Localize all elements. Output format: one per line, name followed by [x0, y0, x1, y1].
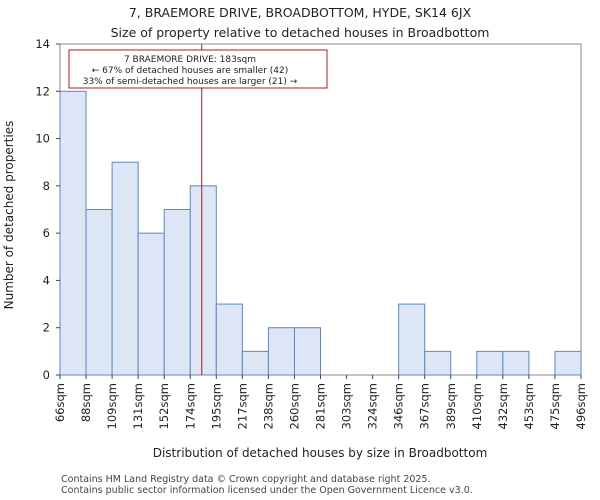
axis-ticks: 0 2 4 6 8 10 12 14 66sqm 88sqm 109sqm 131sqm 152sqm 1… — [35, 37, 588, 429]
bar-66sqm — [59, 90, 87, 376]
bar-109sqm — [111, 161, 139, 376]
bar-195sqm — [215, 303, 243, 376]
y-tick-label: 8 — [43, 179, 50, 193]
x-tick-label-109sqm: 109sqm — [105, 383, 119, 429]
x-tick-label-195sqm: 195sqm — [209, 383, 223, 429]
footer-line-1: Contains HM Land Registry data © Crown c… — [61, 474, 431, 485]
bars — [59, 90, 582, 376]
x-tick-label-66sqm: 66sqm — [53, 383, 67, 422]
y-tick-label: 12 — [35, 84, 50, 98]
y-tick-label: 10 — [35, 132, 50, 146]
x-tick-label-260sqm: 260sqm — [287, 383, 301, 429]
annotation-line-1: 7 BRAEMORE DRIVE: 183sqm — [124, 55, 256, 65]
x-tick-label-410sqm: 410sqm — [470, 383, 484, 429]
x-tick-label-238sqm: 238sqm — [261, 383, 275, 429]
bar-131sqm — [137, 232, 165, 376]
annotation-box — [68, 49, 328, 89]
bar-410sqm — [476, 350, 504, 376]
y-tick-label: 4 — [43, 273, 50, 287]
y-tick-label: 14 — [35, 37, 50, 51]
annotation-line-2: ← 67% of detached houses are smaller (42… — [92, 66, 289, 76]
x-tick-label-389sqm: 389sqm — [444, 383, 458, 429]
x-tick-label-324sqm: 324sqm — [366, 383, 380, 429]
bar-432sqm — [502, 350, 530, 376]
x-tick-label-88sqm: 88sqm — [79, 383, 93, 422]
footer-line-2: Contains public sector information licen… — [61, 485, 473, 496]
x-tick-label-475sqm: 475sqm — [548, 383, 562, 429]
x-tick-label-453sqm: 453sqm — [522, 383, 536, 429]
bar-174sqm — [189, 185, 217, 376]
bar-152sqm — [163, 209, 191, 376]
x-tick-label-303sqm: 303sqm — [340, 383, 354, 429]
bar-217sqm — [241, 350, 269, 376]
x-axis-label: Distribution of detached houses by size … — [153, 446, 488, 460]
x-tick-label-496sqm: 496sqm — [574, 383, 588, 429]
bar-260sqm — [293, 327, 322, 376]
x-tick-label-346sqm: 346sqm — [392, 383, 406, 429]
x-tick-label-432sqm: 432sqm — [496, 383, 510, 429]
y-tick-label: 6 — [43, 226, 50, 240]
x-tick-label-131sqm: 131sqm — [131, 383, 145, 429]
y-tick-label: 2 — [43, 321, 50, 335]
x-tick-label-281sqm: 281sqm — [314, 383, 328, 429]
chart-title: 7, BRAEMORE DRIVE, BROADBOTTOM, HYDE, SK… — [129, 5, 472, 20]
annotation-line-3: 33% of semi-detached houses are larger (… — [83, 77, 298, 87]
x-tick-label-217sqm: 217sqm — [235, 383, 249, 429]
chart-subtitle: Size of property relative to detached ho… — [111, 25, 490, 40]
y-axis-label: Number of detached properties — [2, 121, 16, 310]
x-tick-label-152sqm: 152sqm — [157, 383, 171, 429]
bar-367sqm — [424, 350, 452, 376]
bar-346sqm — [398, 303, 426, 376]
bar-475sqm — [554, 350, 582, 376]
x-tick-label-174sqm: 174sqm — [183, 383, 197, 429]
bar-238sqm — [267, 327, 295, 376]
x-tick-label-367sqm: 367sqm — [418, 383, 432, 429]
y-tick-label: 0 — [43, 368, 50, 382]
bar-88sqm — [85, 209, 113, 376]
